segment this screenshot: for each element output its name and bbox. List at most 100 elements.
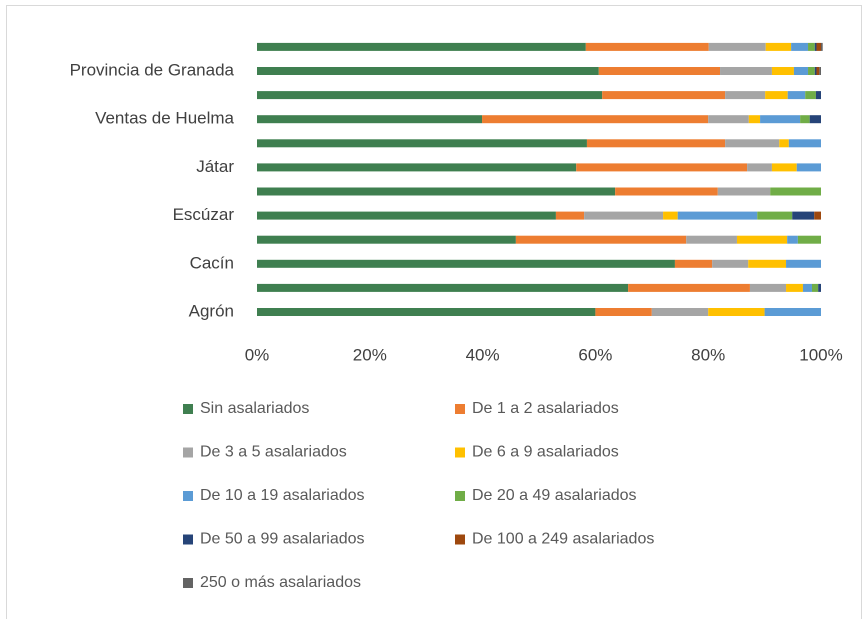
- bar-segment: [708, 42, 766, 51]
- bar-segment: [749, 283, 787, 292]
- bar-segment: [821, 42, 823, 51]
- bar-segment: [814, 42, 817, 51]
- x-tick-label: 40%: [466, 345, 500, 364]
- bar-segment: [576, 163, 748, 172]
- x-tick-label: 80%: [691, 345, 725, 364]
- bar-segment: [748, 259, 787, 268]
- legend-label: De 20 a 49 asalariados: [472, 487, 637, 504]
- bar-segment: [257, 115, 483, 124]
- bar-segment: [602, 91, 726, 100]
- legend-swatch: [183, 534, 193, 545]
- bar-segment: [615, 187, 718, 196]
- bar-segment: [663, 211, 678, 220]
- bar-segment: [787, 235, 798, 244]
- legend-label: De 3 a 5 asalariados: [200, 444, 347, 461]
- x-tick-label: 60%: [578, 345, 612, 364]
- x-tick-label: 20%: [353, 345, 387, 364]
- bar-segment: [628, 283, 750, 292]
- bar-segment: [819, 67, 821, 75]
- legend-label: De 6 a 9 asalariados: [472, 444, 619, 461]
- bar-segment: [814, 211, 821, 220]
- y-tick-label: Agrón: [189, 301, 234, 320]
- bar-segment: [257, 308, 596, 316]
- bar-segment: [816, 42, 821, 51]
- bar-segment: [677, 211, 758, 220]
- bar-segment: [808, 42, 815, 51]
- x-tick-label: 0%: [245, 345, 270, 364]
- bar-segment: [598, 67, 721, 75]
- legend-swatch: [455, 534, 465, 545]
- bar-segment: [792, 211, 815, 220]
- bar-segment: [586, 139, 726, 148]
- bar-segment: [257, 235, 516, 244]
- bar-segment: [257, 139, 587, 148]
- bar-segment: [748, 115, 761, 124]
- bar-segment: [779, 139, 789, 148]
- bar-segment: [725, 91, 766, 100]
- bar-segment: [805, 91, 816, 100]
- bar-segment: [674, 259, 713, 268]
- bar-segment: [814, 67, 817, 75]
- bar-segment: [717, 187, 771, 196]
- bar-segment: [555, 211, 585, 220]
- bar-segment: [257, 259, 675, 268]
- bar-segment: [786, 259, 821, 268]
- bar-segment: [686, 235, 737, 244]
- bar-segment: [708, 308, 765, 316]
- bar-segment: [257, 163, 577, 172]
- bar-segment: [771, 163, 797, 172]
- bar-segment: [816, 67, 820, 75]
- bar-segment: [791, 42, 809, 51]
- legend-label: De 100 a 249 asalariados: [472, 531, 654, 548]
- bar-segment: [515, 235, 687, 244]
- bar-segment: [712, 259, 749, 268]
- bar-segment: [736, 235, 788, 244]
- bar-segment: [720, 67, 772, 75]
- bar-segment: [257, 187, 616, 196]
- legend-swatch: [455, 404, 465, 414]
- bar-segment: [482, 115, 709, 124]
- bar-segment: [770, 187, 821, 196]
- bar-segment: [764, 308, 821, 316]
- legend-swatch: [183, 491, 193, 501]
- bar-segment: [808, 67, 815, 75]
- bar-segment: [815, 91, 821, 100]
- legend-swatch: [183, 404, 193, 414]
- bar-segment: [760, 115, 801, 124]
- legend-swatch: [455, 491, 465, 501]
- bar-segment: [257, 91, 603, 100]
- chart-frame: [6, 5, 862, 619]
- bar-segment: [797, 235, 821, 244]
- bar-segment: [811, 283, 819, 292]
- bar-segment: [585, 42, 709, 51]
- bar-segment: [796, 163, 821, 172]
- legend-swatch: [183, 447, 193, 458]
- bar-segment: [787, 91, 806, 100]
- legend-label: 250 o más asalariados: [200, 574, 361, 591]
- bar-segment: [257, 283, 629, 292]
- bar-segment: [809, 115, 821, 124]
- y-tick-label: Cacín: [190, 253, 234, 272]
- bar-segment: [257, 211, 556, 220]
- bar-segment: [765, 91, 788, 100]
- bar-segment: [747, 163, 772, 172]
- legend-label: Sin asalariados: [200, 400, 309, 417]
- bar-segment: [818, 283, 821, 292]
- legend-swatch: [183, 578, 193, 588]
- bar-segment: [771, 67, 794, 75]
- legend-swatch: [455, 447, 465, 458]
- bar-segment: [584, 211, 664, 220]
- legend-label: De 50 a 99 asalariados: [200, 531, 365, 548]
- y-tick-label: Provincia de Granada: [70, 60, 235, 79]
- bar-segment: [800, 115, 810, 124]
- bar-segment: [793, 67, 809, 75]
- bar-segment: [257, 67, 599, 75]
- y-tick-label: Escúzar: [173, 205, 235, 224]
- bar-segment: [708, 115, 749, 124]
- y-tick-label: Játar: [196, 157, 234, 176]
- bar-segment: [786, 283, 803, 292]
- bar-segment: [725, 139, 780, 148]
- bar-segment: [802, 283, 812, 292]
